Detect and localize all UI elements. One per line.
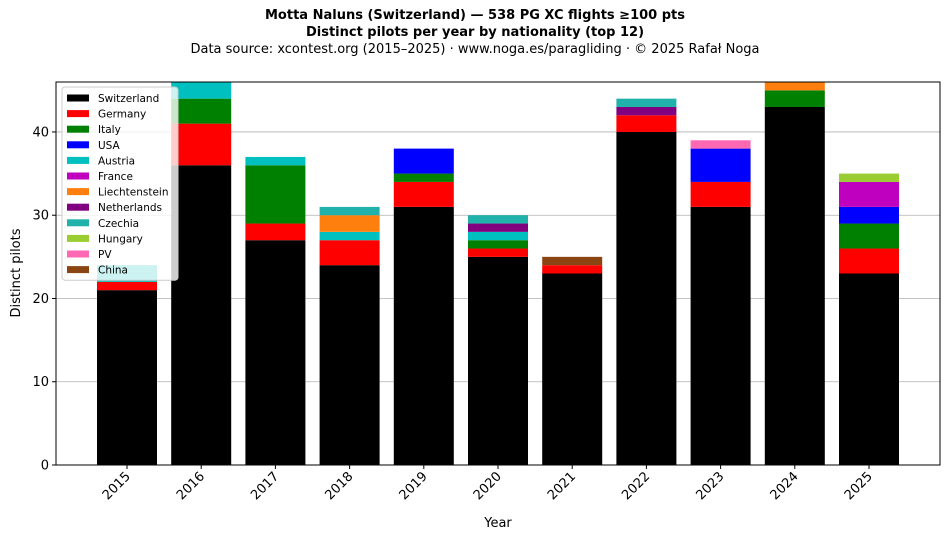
legend-label: Austria <box>98 155 135 167</box>
bar-segment <box>839 181 899 207</box>
bar-segment <box>839 206 899 224</box>
chart-title: Motta Naluns (Switzerland) — 538 PG XC f… <box>265 8 685 23</box>
legend-swatch <box>67 125 89 133</box>
bar-segment <box>468 215 528 224</box>
bar-segment <box>764 82 825 91</box>
bar-segment <box>393 173 454 182</box>
legend-swatch <box>67 94 89 102</box>
bar-segment <box>542 265 603 274</box>
legend-label: Netherlands <box>98 202 162 214</box>
bar-segment <box>393 206 454 466</box>
bar-segment <box>839 248 899 274</box>
x-tick-label: 2024 <box>768 469 802 503</box>
bar-segment <box>319 240 380 266</box>
legend-swatch <box>67 203 89 211</box>
x-tick-label: 2025 <box>842 469 876 503</box>
legend-label: France <box>98 171 133 183</box>
y-tick-label: 10 <box>32 375 49 390</box>
legend-label: USA <box>98 140 121 152</box>
bars <box>97 82 899 466</box>
legend-swatch <box>67 141 89 149</box>
bar-segment <box>690 181 751 207</box>
bar-segment <box>690 206 751 466</box>
chart-source: Data source: xcontest.org (2015–2025) · … <box>190 42 760 57</box>
bar-segment <box>542 273 603 465</box>
x-axis-label: Year <box>483 516 512 531</box>
legend-label: Switzerland <box>98 93 159 105</box>
bar-segment <box>319 265 380 465</box>
bar-segment <box>97 281 157 291</box>
legend-swatch <box>67 156 89 164</box>
legend-label: PV <box>98 249 112 261</box>
legend-swatch <box>67 188 89 196</box>
x-tick-label: 2022 <box>619 469 653 503</box>
y-axis: 0 10 20 30 40 <box>32 125 56 474</box>
x-tick-label: 2020 <box>471 469 505 503</box>
bar-segment <box>171 123 232 166</box>
chart-subtitle: Distinct pilots per year by nationality … <box>305 25 645 40</box>
legend-label: Hungary <box>98 233 143 245</box>
bar-segment <box>616 106 677 116</box>
bar-segment <box>393 181 454 207</box>
bar-segment <box>616 98 677 107</box>
x-tick-label: 2017 <box>248 469 282 503</box>
legend-label: Germany <box>98 109 146 121</box>
bar-segment <box>245 240 306 465</box>
bar-segment <box>839 173 899 182</box>
bar-segment <box>393 148 454 174</box>
bar-segment <box>468 231 528 241</box>
bar-segment <box>839 223 899 249</box>
bar-segment <box>171 82 232 99</box>
bar-segment <box>171 98 232 124</box>
legend-swatch <box>67 110 89 118</box>
legend-swatch <box>67 172 89 180</box>
bar-segment <box>468 240 528 249</box>
x-tick-label: 2019 <box>397 469 431 503</box>
x-tick-label: 2016 <box>174 469 208 503</box>
bar-segment <box>468 248 528 257</box>
bar-segment <box>764 106 825 465</box>
bar-segment <box>245 165 306 224</box>
bar-segment <box>319 206 380 216</box>
bar-segment <box>616 115 677 132</box>
legend-label: China <box>98 265 128 277</box>
bar-segment <box>690 140 751 149</box>
legend-swatch <box>67 250 89 258</box>
bar-segment <box>245 223 306 241</box>
bar-segment <box>319 215 380 232</box>
y-tick-label: 30 <box>32 209 49 224</box>
legend-swatch <box>67 266 89 274</box>
bar-segment <box>839 273 899 465</box>
bar-segment <box>764 90 825 107</box>
bar-segment <box>468 223 528 232</box>
y-tick-label: 0 <box>41 459 49 474</box>
legend-label: Italy <box>98 124 121 136</box>
legend: Switzerland Germany Italy USA Austria France L… <box>61 86 179 281</box>
bar-segment <box>319 231 380 241</box>
legend-label: Czechia <box>98 218 139 230</box>
x-tick-label: 2018 <box>322 469 356 503</box>
bar-segment <box>690 148 751 182</box>
bar-segment <box>97 290 157 465</box>
legend-label: Liechtenstein <box>98 187 169 199</box>
y-tick-label: 40 <box>32 125 49 140</box>
bar-segment <box>616 131 677 465</box>
x-tick-label: 2023 <box>693 469 727 503</box>
legend-swatch <box>67 234 89 242</box>
x-tick-label: 2021 <box>545 469 579 503</box>
y-tick-label: 20 <box>32 292 49 307</box>
legend-swatch <box>67 219 89 227</box>
x-axis: 2015 2016 2017 2018 2019 2020 2021 2022 2023 2024… <box>100 465 876 503</box>
bar-segment <box>468 256 528 465</box>
bar-segment <box>245 156 306 166</box>
x-tick-label: 2015 <box>100 469 134 503</box>
legend-box <box>61 86 179 281</box>
bar-segment <box>171 165 232 465</box>
y-axis-label: Distinct pilots <box>9 228 24 317</box>
bar-segment <box>542 256 603 266</box>
